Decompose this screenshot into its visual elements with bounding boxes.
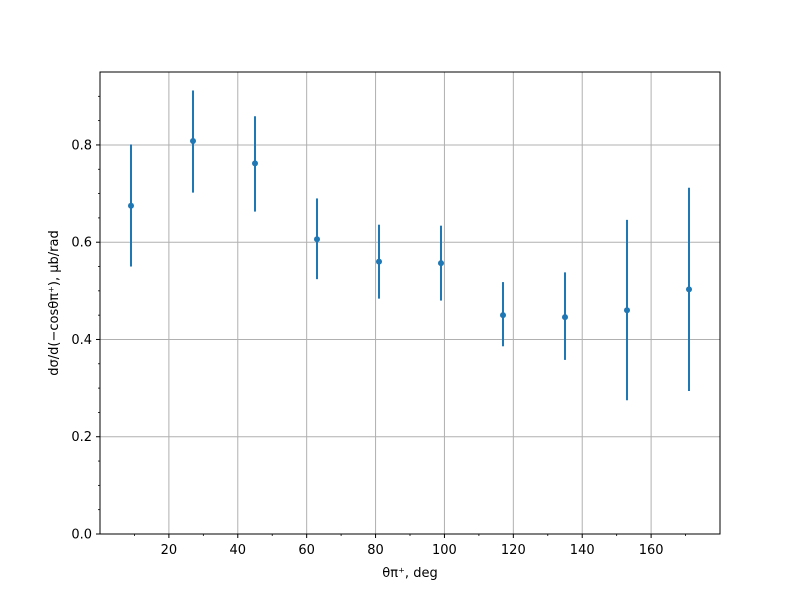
x-tick-label: 40: [230, 543, 247, 558]
x-tick-label: 20: [161, 543, 178, 558]
data-point: [252, 160, 258, 167]
data-point: [128, 202, 134, 209]
y-tick-label: 0.6: [71, 236, 92, 251]
x-tick-label: 60: [298, 543, 315, 558]
x-axis-label: θπ⁺, deg: [382, 566, 437, 581]
y-tick-label: 0.4: [71, 333, 92, 348]
grid: [100, 72, 720, 535]
x-tick-label: 140: [570, 543, 595, 558]
x-tick-label: 120: [501, 543, 526, 558]
x-tick-label: 160: [639, 543, 664, 558]
data-series: [128, 90, 692, 401]
y-tick-label: 0.0: [71, 528, 92, 543]
axes: 20 40 60 80 100 120 140 160 0.0 0.2 0.4 0.6 0.8: [71, 95, 686, 558]
data-point: [438, 260, 444, 267]
y-tick-label: 0.8: [71, 138, 92, 153]
data-point: [624, 307, 630, 314]
data-point: [500, 312, 506, 319]
y-tick-label: 0.2: [71, 430, 92, 445]
data-point: [562, 314, 568, 321]
x-tick-label: 100: [432, 543, 457, 558]
x-tick-label: 80: [367, 543, 384, 558]
data-point: [376, 258, 382, 265]
y-axis-label: dσ/d(−cosθπ⁺), μb/rad: [47, 230, 62, 375]
data-point: [686, 286, 692, 293]
data-point: [190, 138, 196, 145]
data-point: [314, 236, 320, 243]
